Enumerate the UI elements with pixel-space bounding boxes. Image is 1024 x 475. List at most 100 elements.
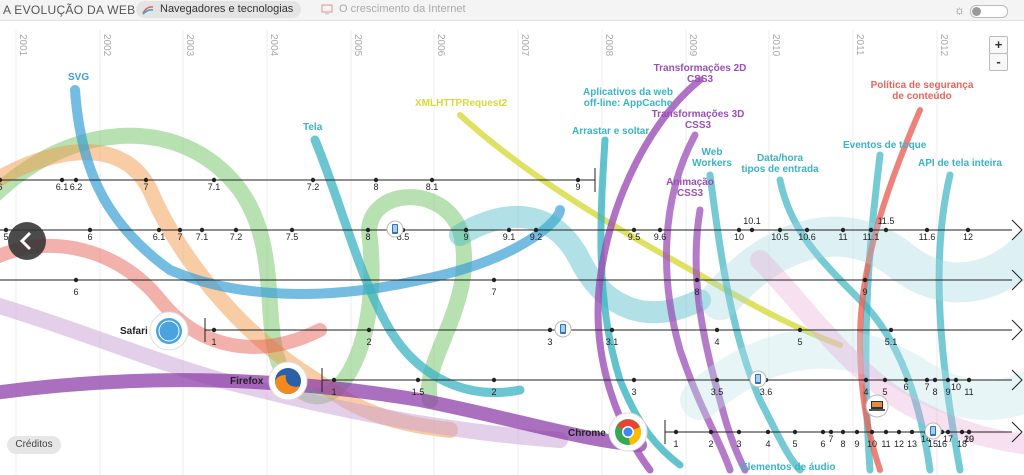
version-dot[interactable] — [945, 377, 951, 383]
version-dot[interactable] — [959, 429, 965, 435]
version-dot[interactable] — [909, 429, 915, 435]
version-dot[interactable] — [694, 277, 700, 283]
version-dot[interactable] — [310, 177, 316, 183]
version-dot[interactable] — [869, 429, 875, 435]
lighting-toggle[interactable] — [970, 5, 1008, 18]
credits-button[interactable]: Créditos — [7, 436, 61, 454]
version-dot[interactable] — [854, 429, 860, 435]
technology-label[interactable]: Aplicativos da web off-line: AppCache — [583, 87, 673, 109]
zoom-out-button[interactable]: - — [989, 53, 1008, 71]
version-dot[interactable] — [373, 177, 379, 183]
version-dot[interactable] — [199, 227, 205, 233]
version-dot[interactable] — [966, 377, 972, 383]
version-dot[interactable] — [211, 177, 217, 183]
version-dot[interactable] — [0, 177, 3, 183]
version-dot[interactable] — [491, 277, 497, 283]
laptop-device-icon[interactable] — [865, 394, 889, 418]
version-dot[interactable] — [714, 327, 720, 333]
version-dot[interactable] — [868, 227, 874, 233]
version-dot[interactable] — [73, 277, 79, 283]
version-dot[interactable] — [820, 429, 826, 435]
version-dot[interactable] — [863, 377, 869, 383]
technology-label[interactable]: Data/hora tipos de entrada — [741, 153, 819, 175]
version-dot[interactable] — [828, 429, 834, 435]
version-dot[interactable] — [924, 227, 930, 233]
tab-internet-growth[interactable]: O crescimento da Internet — [315, 1, 474, 18]
version-dot[interactable] — [491, 377, 497, 383]
version-dot[interactable] — [896, 429, 902, 435]
version-dot[interactable] — [673, 429, 679, 435]
chrome-icon[interactable] — [608, 412, 648, 452]
technology-label[interactable]: SVG — [68, 72, 89, 83]
version-dot[interactable] — [792, 429, 798, 435]
technology-label[interactable]: Animação CSS3 — [666, 177, 714, 199]
technology-label[interactable]: Web Workers — [692, 147, 732, 169]
safari-icon[interactable] — [149, 311, 189, 351]
version-dot[interactable] — [609, 327, 615, 333]
version-dot[interactable] — [233, 227, 239, 233]
version-dot[interactable] — [924, 377, 930, 383]
version-dot[interactable] — [429, 177, 435, 183]
technology-label[interactable]: Transformações 3D CSS3 — [652, 109, 745, 131]
technology-label[interactable]: Tela — [303, 122, 323, 133]
version-dot[interactable] — [506, 227, 512, 233]
version-dot[interactable] — [87, 227, 93, 233]
version-dot[interactable] — [533, 227, 539, 233]
version-dot[interactable] — [177, 227, 183, 233]
version-dot[interactable] — [862, 277, 868, 283]
version-dot[interactable] — [366, 327, 372, 333]
version-dot[interactable] — [840, 429, 846, 435]
version-dot[interactable] — [631, 377, 637, 383]
mobile-device-icon[interactable] — [749, 370, 767, 388]
version-dot[interactable] — [965, 227, 971, 233]
version-dot[interactable] — [575, 177, 581, 183]
version-dot[interactable] — [932, 377, 938, 383]
version-dot[interactable] — [331, 377, 337, 383]
version-dot[interactable] — [156, 227, 162, 233]
technology-label[interactable]: Elementos de áudio — [741, 462, 835, 473]
mobile-device-icon[interactable] — [386, 220, 404, 238]
version-dot[interactable] — [966, 429, 972, 435]
version-dot[interactable] — [883, 227, 889, 233]
version-dot[interactable] — [143, 177, 149, 183]
technology-label[interactable]: Eventos de toque — [843, 140, 927, 151]
version-dot[interactable] — [714, 377, 720, 383]
version-dot[interactable] — [708, 429, 714, 435]
version-dot[interactable] — [777, 227, 783, 233]
version-dot[interactable] — [3, 227, 9, 233]
version-dot[interactable] — [289, 227, 295, 233]
technology-label[interactable]: Arrastar e soltar — [572, 126, 649, 137]
mobile-device-icon[interactable] — [924, 422, 942, 440]
technology-label[interactable]: Transformações 2D CSS3 — [654, 63, 747, 85]
version-dot[interactable] — [903, 377, 909, 383]
tab-browsers-technologies[interactable]: Navegadores e tecnologias — [136, 1, 302, 18]
version-dot[interactable] — [211, 327, 217, 333]
zoom-in-button[interactable]: + — [989, 36, 1008, 54]
version-dot[interactable] — [365, 227, 371, 233]
version-dot[interactable] — [736, 429, 742, 435]
version-dot[interactable] — [840, 227, 846, 233]
version-dot[interactable] — [463, 227, 469, 233]
version-dot[interactable] — [953, 377, 959, 383]
version-dot[interactable] — [657, 227, 663, 233]
mobile-device-icon[interactable] — [554, 320, 572, 338]
technology-label[interactable]: API de tela inteira — [918, 158, 1002, 169]
version-dot[interactable] — [882, 377, 888, 383]
technology-label[interactable]: XMLHTTPRequest2 — [415, 98, 508, 109]
back-button[interactable] — [8, 222, 46, 260]
technology-label[interactable]: Política de segurança de conteúdo — [871, 80, 974, 102]
version-dot[interactable] — [736, 227, 742, 233]
version-dot[interactable] — [59, 177, 65, 183]
version-dot[interactable] — [547, 327, 553, 333]
version-dot[interactable] — [804, 227, 810, 233]
version-dot[interactable] — [888, 327, 894, 333]
version-dot[interactable] — [749, 227, 755, 233]
version-dot[interactable] — [631, 227, 637, 233]
version-dot[interactable] — [415, 377, 421, 383]
version-dot[interactable] — [883, 429, 889, 435]
firefox-icon[interactable] — [268, 361, 308, 401]
version-dot[interactable] — [797, 327, 803, 333]
version-dot[interactable] — [765, 429, 771, 435]
version-dot[interactable] — [73, 177, 79, 183]
version-dot[interactable] — [945, 429, 951, 435]
